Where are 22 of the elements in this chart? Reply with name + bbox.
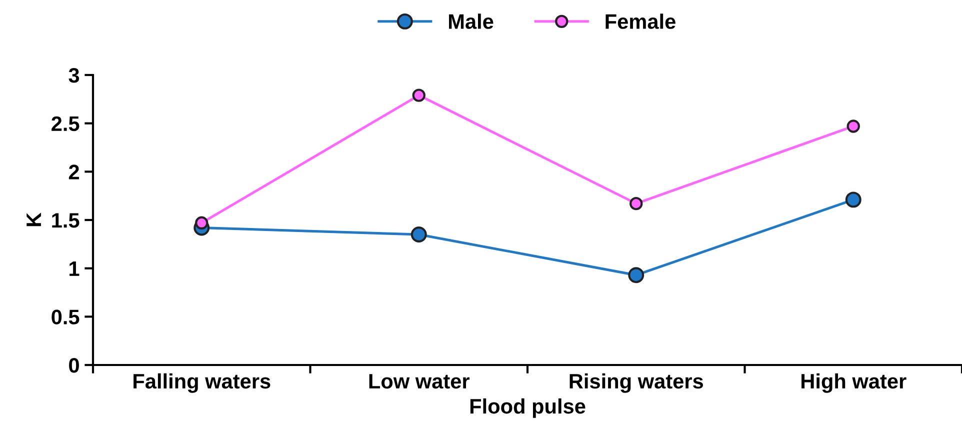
y-tick-label: 0 xyxy=(69,358,79,373)
x-tick-label: Falling waters xyxy=(134,373,270,393)
y-axis-title: K xyxy=(26,212,41,226)
point xyxy=(195,216,208,230)
x-axis-title: Flood pulse xyxy=(470,398,586,418)
point xyxy=(630,196,643,210)
point xyxy=(412,88,426,102)
legend-label: Male xyxy=(449,14,494,29)
y-tick-label: 2 xyxy=(68,164,79,180)
point xyxy=(846,120,860,133)
x-tick-label: High water xyxy=(802,373,906,393)
y-tick-label: 0.5 xyxy=(52,310,80,324)
y-tick-label: 1.5 xyxy=(52,213,80,228)
point xyxy=(845,192,862,208)
x-tick-label: Rising waters xyxy=(570,373,704,393)
y-tick-label: 2.5 xyxy=(52,116,80,132)
y-tick-label: 1 xyxy=(70,262,80,276)
legend-label: Female xyxy=(606,14,676,29)
point xyxy=(410,226,427,242)
point xyxy=(628,267,644,284)
y-tick-label: 3 xyxy=(68,68,80,83)
x-tick-label: Low water xyxy=(369,374,470,389)
